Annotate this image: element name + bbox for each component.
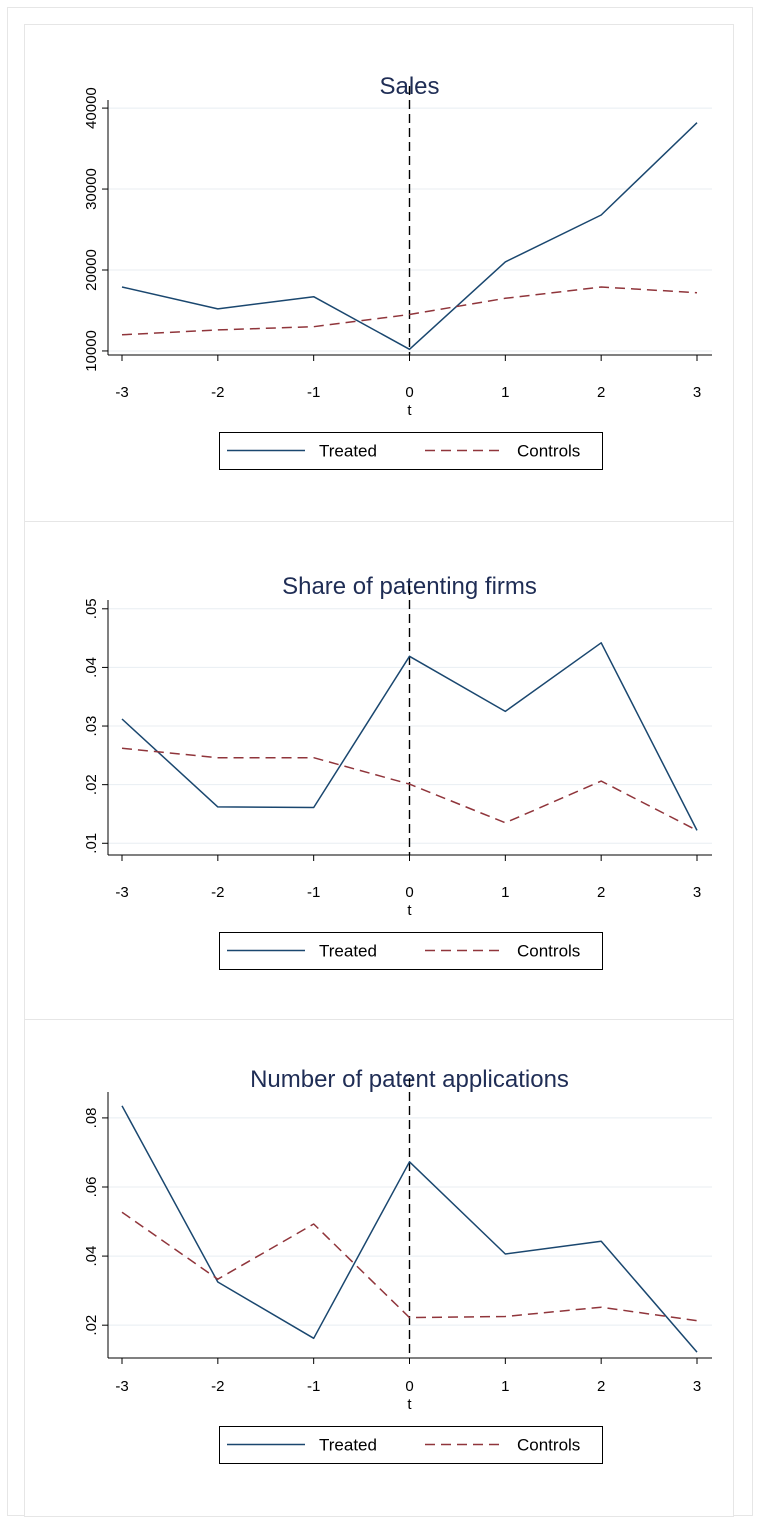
x-tick-label: 1 bbox=[501, 384, 509, 401]
legend: Treated Controls bbox=[219, 932, 603, 970]
x-axis-label: t bbox=[407, 1396, 412, 1413]
y-tick-label: .08 bbox=[83, 1107, 100, 1128]
series-line-controls bbox=[121, 286, 698, 336]
legend-label-treated: Treated bbox=[319, 442, 377, 461]
x-tick-label: 2 bbox=[597, 384, 605, 401]
x-tick-label: -1 bbox=[307, 1378, 320, 1395]
y-tick-label: .03 bbox=[83, 716, 100, 737]
x-tick-label: 2 bbox=[597, 1378, 605, 1395]
y-tick-label: 20000 bbox=[83, 249, 100, 291]
x-tick-label: 1 bbox=[501, 884, 509, 901]
x-tick-label: -2 bbox=[211, 1378, 224, 1395]
y-tick-label: 40000 bbox=[83, 87, 100, 129]
x-tick-label: -1 bbox=[307, 384, 320, 401]
y-tick-label: 30000 bbox=[83, 168, 100, 210]
x-tick-label: 0 bbox=[405, 884, 413, 901]
x-tick-label: 3 bbox=[693, 884, 701, 901]
series-line-controls bbox=[121, 1211, 698, 1322]
legend: Treated Controls bbox=[219, 432, 603, 470]
legend-label-treated: Treated bbox=[319, 1436, 377, 1455]
legend: Treated Controls bbox=[219, 1426, 603, 1464]
x-tick-label: 1 bbox=[501, 1378, 509, 1395]
x-tick-label: 0 bbox=[405, 1378, 413, 1395]
y-tick-label: .01 bbox=[83, 833, 100, 854]
legend-label-controls: Controls bbox=[517, 942, 580, 961]
x-tick-label: -3 bbox=[115, 884, 128, 901]
x-tick-label: -3 bbox=[115, 1378, 128, 1395]
x-tick-label: -1 bbox=[307, 884, 320, 901]
y-tick-label: 10000 bbox=[83, 330, 100, 372]
x-tick-label: 3 bbox=[693, 1378, 701, 1395]
y-tick-label: .04 bbox=[83, 657, 100, 678]
series-line-treated bbox=[121, 122, 698, 351]
x-axis-label: t bbox=[407, 402, 412, 419]
x-tick-label: 0 bbox=[405, 384, 413, 401]
y-tick-label: .02 bbox=[83, 1315, 100, 1336]
x-tick-label: -3 bbox=[115, 384, 128, 401]
legend-label-treated: Treated bbox=[319, 942, 377, 961]
x-tick-label: -2 bbox=[211, 884, 224, 901]
x-tick-label: -2 bbox=[211, 384, 224, 401]
y-tick-label: .05 bbox=[83, 598, 100, 619]
legend-label-controls: Controls bbox=[517, 442, 580, 461]
y-tick-label: .06 bbox=[83, 1177, 100, 1198]
x-tick-label: 2 bbox=[597, 884, 605, 901]
x-tick-label: 3 bbox=[693, 384, 701, 401]
series-line-controls bbox=[121, 747, 698, 832]
x-axis-label: t bbox=[407, 902, 412, 919]
series-line-treated bbox=[121, 1105, 698, 1353]
series-line-treated bbox=[121, 642, 698, 831]
y-tick-label: .02 bbox=[83, 774, 100, 795]
legend-label-controls: Controls bbox=[517, 1436, 580, 1455]
y-tick-label: .04 bbox=[83, 1246, 100, 1267]
